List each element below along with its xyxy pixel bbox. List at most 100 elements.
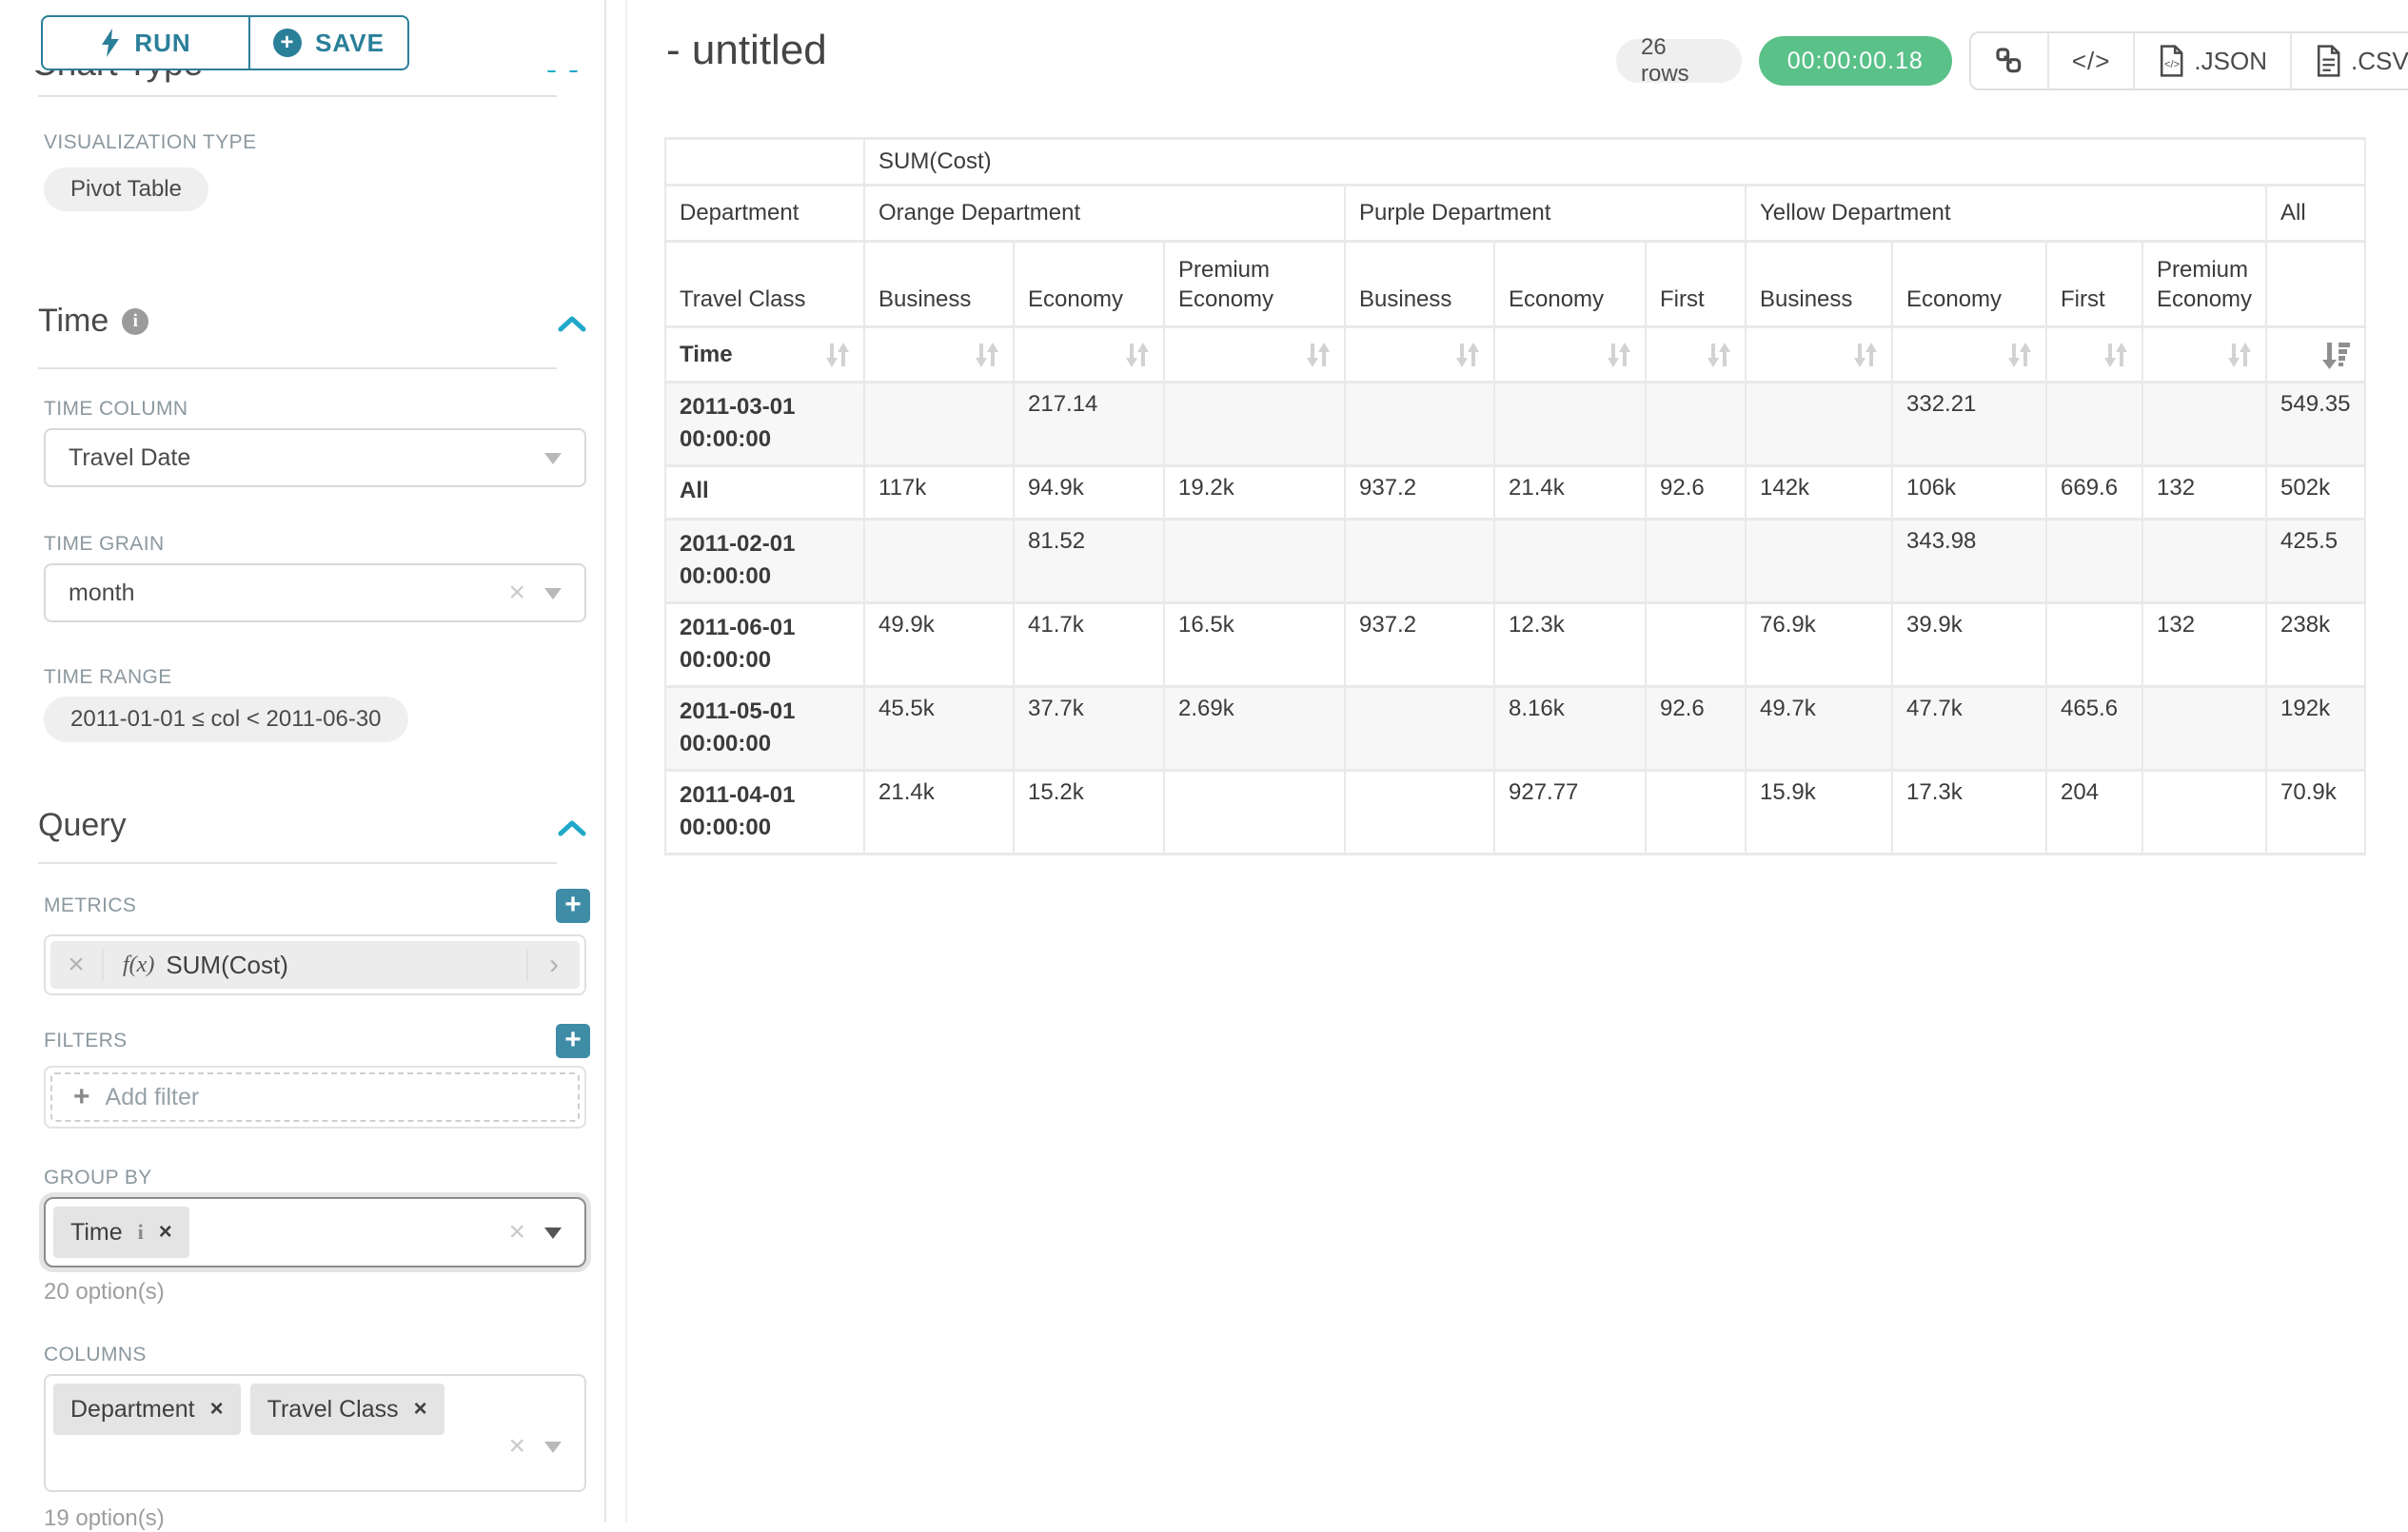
pivot-value-cell: 17.3k bbox=[1891, 769, 2047, 855]
pivot-sort-cell[interactable] bbox=[1013, 325, 1165, 383]
columns-select[interactable]: Department × Travel Class × × bbox=[44, 1374, 586, 1492]
pivot-sort-cell[interactable] bbox=[1745, 325, 1893, 383]
pivot-value-cell bbox=[1745, 518, 1893, 604]
add-filter-button[interactable]: + Add filter bbox=[50, 1072, 580, 1122]
add-filter-plus-button[interactable]: + bbox=[556, 1024, 590, 1058]
pivot-value-cell: 106k bbox=[1891, 464, 2047, 520]
header-controls: 26 rows 00:00:00.18 </> </> .JSON bbox=[1616, 31, 2408, 90]
pivot-sort-cell[interactable] bbox=[1493, 325, 1647, 383]
pivot-data-row: All 117k 94.9k 19.2k 937.2 21.4k 92.6 142k 106k 6… bbox=[664, 464, 2367, 520]
time-range-pill[interactable]: 2011-01-01 ≤ col < 2011-06-30 bbox=[44, 697, 408, 742]
pivot-table: SUM(Cost) Department Orange Department Purp… bbox=[664, 137, 2367, 855]
lightning-bolt-icon bbox=[100, 29, 121, 57]
remove-chip-icon[interactable]: × bbox=[158, 1219, 172, 1245]
pivot-table-container: SUM(Cost) Department Orange Department Purp… bbox=[664, 137, 2367, 855]
pivot-row-label: 2011-02-01 00:00:00 bbox=[664, 518, 865, 604]
column-chip[interactable]: Travel Class × bbox=[249, 1384, 444, 1435]
pivot-sort-cell[interactable] bbox=[2045, 325, 2143, 383]
visualization-type-pill[interactable]: Pivot Table bbox=[44, 167, 208, 211]
pivot-value-cell bbox=[2045, 601, 2143, 688]
pivot-value-cell: 549.35 bbox=[2265, 381, 2367, 467]
pivot-row-label: All bbox=[664, 464, 865, 520]
pivot-sort-cell[interactable] bbox=[2265, 325, 2367, 383]
pivot-value-cell bbox=[1163, 381, 1346, 467]
clear-icon[interactable]: × bbox=[508, 577, 525, 608]
info-icon[interactable]: i bbox=[122, 307, 149, 335]
remove-chip-icon[interactable]: × bbox=[209, 1396, 224, 1422]
pivot-value-cell: 94.9k bbox=[1013, 464, 1165, 520]
pivot-sort-cell[interactable] bbox=[863, 325, 1015, 383]
time-grain-select[interactable]: month × bbox=[44, 563, 586, 622]
pivot-sort-cell[interactable] bbox=[1645, 325, 1747, 383]
pivot-value-cell: 669.6 bbox=[2045, 464, 2143, 520]
pivot-data-row: 2011-06-01 00:00:00 49.9k 41.7k 16.5k 937.2 1… bbox=[664, 601, 2367, 688]
clear-icon[interactable]: × bbox=[508, 1216, 525, 1247]
pivot-col-group-header: Purple Department bbox=[1344, 184, 1747, 243]
pivot-value-cell bbox=[1344, 769, 1495, 855]
pivot-value-cell: 927.77 bbox=[1493, 769, 1647, 855]
pivot-value-cell: 8.16k bbox=[1493, 685, 1647, 772]
panel-divider bbox=[625, 0, 627, 1522]
pivot-sort-cell[interactable] bbox=[1891, 325, 2047, 383]
pivot-value-cell: 343.98 bbox=[1891, 518, 2047, 604]
pivot-value-cell bbox=[1163, 518, 1346, 604]
chevron-right-icon[interactable]: › bbox=[526, 949, 580, 981]
pivot-col-header: Premium Economy bbox=[1163, 240, 1346, 328]
chart-title[interactable]: - untitled bbox=[666, 27, 827, 73]
pivot-value-cell: 47.7k bbox=[1891, 685, 2047, 772]
plus-circle-icon: + bbox=[273, 29, 303, 57]
pivot-sort-cell[interactable] bbox=[2141, 325, 2268, 383]
divider bbox=[38, 95, 557, 97]
columns-label: COLUMNS bbox=[44, 1344, 147, 1365]
pivot-col-header: Economy bbox=[1891, 240, 2047, 328]
short-link-button[interactable] bbox=[1971, 33, 2047, 88]
column-chip[interactable]: Department × bbox=[53, 1384, 241, 1435]
pivot-value-cell: 39.9k bbox=[1891, 601, 2047, 688]
pivot-value-cell: 465.6 bbox=[2045, 685, 2143, 772]
time-grain-label: TIME GRAIN bbox=[44, 533, 165, 555]
pivot-value-cell: 937.2 bbox=[1344, 464, 1495, 520]
run-button-label: RUN bbox=[134, 28, 191, 57]
pivot-value-cell: 81.52 bbox=[1013, 518, 1165, 604]
export-json-button[interactable]: </> .JSON bbox=[2133, 33, 2290, 88]
pivot-value-cell bbox=[1645, 601, 1747, 688]
clear-icon[interactable]: × bbox=[508, 1430, 525, 1463]
collapse-chevron-up-icon[interactable] bbox=[557, 314, 587, 335]
remove-chip-icon[interactable]: × bbox=[413, 1396, 427, 1422]
pivot-col-header: Economy bbox=[1013, 240, 1165, 328]
pivot-col-group-header: All bbox=[2265, 184, 2367, 243]
run-button[interactable]: RUN bbox=[41, 15, 249, 70]
pivot-value-cell bbox=[863, 518, 1015, 604]
pivot-data-row: 2011-04-01 00:00:00 21.4k 15.2k 927.77 15.9k… bbox=[664, 769, 2367, 855]
column-chip[interactable]: Time i × bbox=[53, 1207, 189, 1258]
export-json-label: .JSON bbox=[2194, 46, 2267, 75]
pivot-col-header: Economy bbox=[1493, 240, 1647, 328]
remove-metric-icon[interactable]: × bbox=[50, 949, 104, 981]
view-query-button[interactable]: </> bbox=[2046, 33, 2134, 88]
pivot-value-cell: 12.3k bbox=[1493, 601, 1647, 688]
pivot-sort-cell[interactable] bbox=[1344, 325, 1495, 383]
pivot-value-cell: 49.9k bbox=[863, 601, 1015, 688]
time-column-select[interactable]: Travel Date bbox=[44, 428, 586, 487]
save-button[interactable]: + SAVE bbox=[249, 15, 409, 70]
filters-label: FILTERS bbox=[44, 1030, 128, 1051]
pivot-value-cell bbox=[1493, 518, 1647, 604]
export-csv-button[interactable]: .CSV bbox=[2290, 33, 2408, 88]
pivot-col-header: Business bbox=[1344, 240, 1495, 328]
collapse-chevron-up-icon[interactable] bbox=[557, 818, 587, 839]
pivot-col-group-header: Orange Department bbox=[863, 184, 1346, 243]
pivot-sort-cell-time[interactable]: Time bbox=[664, 325, 865, 383]
csv-file-icon bbox=[2317, 45, 2340, 77]
pivot-value-cell bbox=[2141, 381, 2268, 467]
metric-chip[interactable]: × f(x) SUM(Cost) › bbox=[50, 941, 580, 989]
divider bbox=[38, 862, 557, 864]
group-by-select[interactable]: Time i × × bbox=[44, 1197, 586, 1267]
metrics-container: × f(x) SUM(Cost) › bbox=[44, 934, 586, 995]
pivot-value-cell: 502k bbox=[2265, 464, 2367, 520]
pivot-sort-cell[interactable] bbox=[1163, 325, 1346, 383]
time-grain-value: month bbox=[69, 579, 135, 606]
add-metric-button[interactable]: + bbox=[556, 889, 590, 923]
sort-updown-icon bbox=[2008, 342, 2031, 367]
pivot-value-cell: 70.9k bbox=[2265, 769, 2367, 855]
sort-updown-icon bbox=[2228, 342, 2252, 367]
